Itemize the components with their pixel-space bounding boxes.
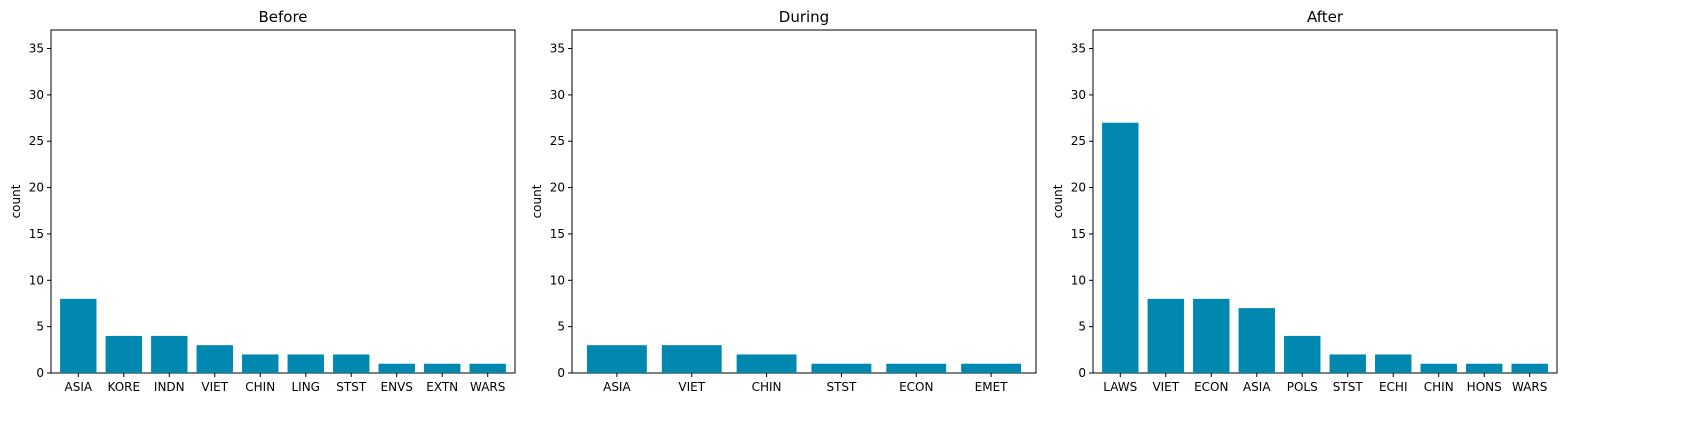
bar-laws [1102,122,1139,374]
x-tick-label: EMET [975,380,1009,394]
bar-hons [1466,363,1503,373]
y-tick-label: 25 [1071,134,1086,148]
chart-panel-1: Before 0 5 10 15 20 25 30 35 count ASIA KORE INDN VIE… [9,8,516,394]
bar-wars [469,363,506,373]
x-tick-label: STST [336,380,367,394]
bar-econ [886,363,947,373]
y-tick-label: 25 [550,134,565,148]
y-tick-label: 20 [1071,181,1086,195]
y-tick-label: 15 [550,227,565,241]
bar-viet [1147,298,1184,373]
x-tick-label: EXTN [426,380,458,394]
x-tick-label: WARS [470,380,505,394]
x-tick-label: CHIN [245,380,275,394]
y-tick-label: 0 [557,366,565,380]
x-tick-label: VIET [678,380,705,394]
x-tick-label: STST [826,380,857,394]
axes-frame [50,29,516,374]
x-tick-label: KORE [107,380,140,394]
bar-econ [1193,298,1230,373]
x-tick-label: CHIN [752,380,782,394]
y-tick-label: 35 [1071,42,1086,56]
bar-kore [105,335,142,373]
y-tick-label: 10 [550,273,565,287]
x-tick-label: WARS [1512,380,1547,394]
chart-title: After [1307,8,1344,26]
bar-chin [736,354,797,373]
bar-emet [961,363,1022,373]
x-tick-label: POLS [1287,380,1318,394]
axes-frame [571,29,1037,374]
bar-asia [1238,308,1275,373]
bar-asia [586,345,647,373]
bar-wars [1511,363,1548,373]
x-tick-label: CHIN [1424,380,1454,394]
x-tick-label: INDN [154,380,185,394]
x-tick-label: ECHI [1379,380,1408,394]
bar-echi [1375,354,1412,373]
y-tick-label: 20 [29,181,44,195]
bar-indn [151,335,188,373]
y-axis-label: count [530,184,544,218]
bar-ling [287,354,324,373]
chart-panel-2: During 0 5 10 15 20 25 30 35 count ASIA VIET CHIN STS… [530,8,1037,394]
x-tick-label: LAWS [1103,380,1137,394]
x-tick-label: VIET [201,380,228,394]
bar-envs [378,363,415,373]
bar-stst [811,363,872,373]
x-tick-label: HONS [1467,380,1502,394]
chart-panel-3: After 0 5 10 15 20 25 30 35 count LAWS VIET ECON ASIA… [1051,8,1558,394]
y-tick-label: 5 [36,320,44,334]
y-tick-label: 0 [1078,366,1086,380]
x-tick-label: ECON [899,380,933,394]
y-tick-label: 20 [550,181,565,195]
y-tick-label: 5 [557,320,565,334]
bar-chin [242,354,279,373]
y-tick-label: 25 [29,134,44,148]
x-tick-label: ASIA [65,380,93,394]
y-tick-label: 35 [29,42,44,56]
x-tick-label: ECON [1194,380,1228,394]
y-tick-label: 10 [1071,273,1086,287]
bar-asia [60,298,97,373]
x-tick-label: ASIA [603,380,631,394]
y-tick-label: 15 [29,227,44,241]
y-tick-label: 35 [550,42,565,56]
x-tick-label: ASIA [1243,380,1271,394]
chart-title: Before [258,8,307,26]
x-tick-label: VIET [1152,380,1179,394]
bar-extn [424,363,461,373]
bar-viet [196,345,233,373]
y-tick-label: 0 [36,366,44,380]
y-tick-label: 30 [550,88,565,102]
y-tick-label: 10 [29,273,44,287]
y-tick-label: 15 [1071,227,1086,241]
chart-title: During [779,8,829,26]
y-tick-label: 30 [1071,88,1086,102]
y-axis-label: count [1051,184,1065,218]
x-tick-label: ENVS [381,380,413,394]
x-tick-label: STST [1333,380,1364,394]
y-tick-label: 5 [1078,320,1086,334]
axes-frame [1092,29,1558,374]
bar-stst [333,354,370,373]
bar-viet [661,345,722,373]
bar-pols [1284,335,1321,373]
x-tick-label: LING [291,380,320,394]
bar-chin [1420,363,1457,373]
y-axis-label: count [9,184,23,218]
y-tick-label: 30 [29,88,44,102]
bar-stst [1329,354,1366,373]
